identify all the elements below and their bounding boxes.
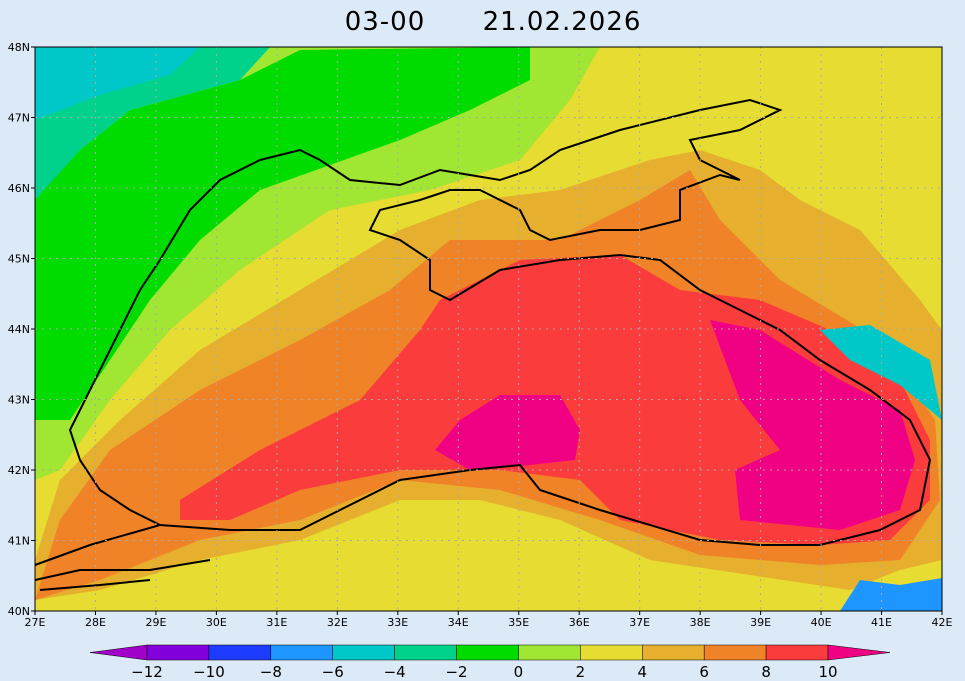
axes: 27E 28E 29E 30E 31E 32E 33E 34E 35E 36E 37E 38E 39E 4…	[8, 41, 953, 629]
coastline	[35, 98, 932, 591]
x-tick-label: 35E	[508, 616, 529, 629]
colorbar-label: 8	[761, 663, 771, 681]
colorbar-segment	[765, 644, 829, 661]
colorbar-label: 2	[576, 663, 586, 681]
y-tick-label: 44N	[8, 323, 30, 336]
colorbar-segment	[642, 644, 705, 661]
colorbar-label: −2	[445, 663, 467, 681]
colorbar-label: 6	[699, 663, 709, 681]
colorbar-label: 0	[514, 663, 524, 681]
y-tick-label: 42N	[8, 464, 30, 477]
colorbar-segment	[146, 644, 210, 661]
y-tick-label: 45N	[8, 253, 30, 266]
y-tick-label: 46N	[8, 182, 30, 195]
colorbar-arrow	[89, 644, 148, 661]
x-tick-label: 28E	[85, 616, 106, 629]
x-tick-label: 32E	[327, 616, 348, 629]
x-tick-label: 41E	[871, 616, 892, 629]
title-time: 03-00	[345, 7, 426, 37]
colorbar-label: −4	[384, 663, 406, 681]
field-magenta	[435, 395, 580, 470]
x-tick-label: 36E	[569, 616, 590, 629]
colorbar-segment	[270, 644, 333, 661]
y-tick-label: 41N	[8, 535, 30, 548]
field-cyan	[35, 47, 200, 120]
y-tick-label: 48N	[8, 41, 30, 54]
x-tick-label: 34E	[448, 616, 469, 629]
y-tick-label: 43N	[8, 394, 30, 407]
colorbar-label: −6	[322, 663, 344, 681]
x-tick-label: 30E	[206, 616, 227, 629]
colorbar-segment	[332, 644, 395, 661]
colorbar-segment	[394, 644, 457, 661]
colorbar-segment	[703, 644, 767, 661]
x-tick-label: 33E	[387, 616, 408, 629]
x-tick-label: 37E	[629, 616, 650, 629]
grid	[35, 47, 942, 611]
colorbar-segment	[580, 644, 643, 661]
field	[35, 47, 942, 611]
colorbar-segment	[456, 644, 519, 661]
field-cyan	[820, 325, 942, 420]
colorbar-label: 10	[818, 663, 837, 681]
colorbar-label: −12	[131, 663, 163, 681]
colorbar-label: −10	[193, 663, 225, 681]
y-tick-label: 40N	[8, 605, 30, 618]
x-tick-label: 29E	[145, 616, 166, 629]
y-tick-label: 47N	[8, 112, 30, 125]
colorbar-label: −8	[260, 663, 282, 681]
x-tick-label: 38E	[690, 616, 711, 629]
colorbar: −12 −10 −8 −6 −4 −2 0 2 4 6 8 10	[89, 644, 891, 681]
x-tick-label: 39E	[750, 616, 771, 629]
x-tick-label: 27E	[25, 616, 46, 629]
x-tick-label: 31E	[266, 616, 287, 629]
colorbar-segment	[208, 644, 272, 661]
field-green	[35, 47, 530, 420]
title-date: 21.02.2026	[483, 7, 642, 37]
colorbar-arrow	[827, 644, 891, 661]
colorbar-segment	[518, 644, 581, 661]
field-blue	[840, 578, 942, 611]
field-magenta	[710, 320, 915, 530]
colorbar-label: 4	[637, 663, 647, 681]
x-tick-label: 40E	[811, 616, 832, 629]
x-tick-label: 42E	[932, 616, 953, 629]
